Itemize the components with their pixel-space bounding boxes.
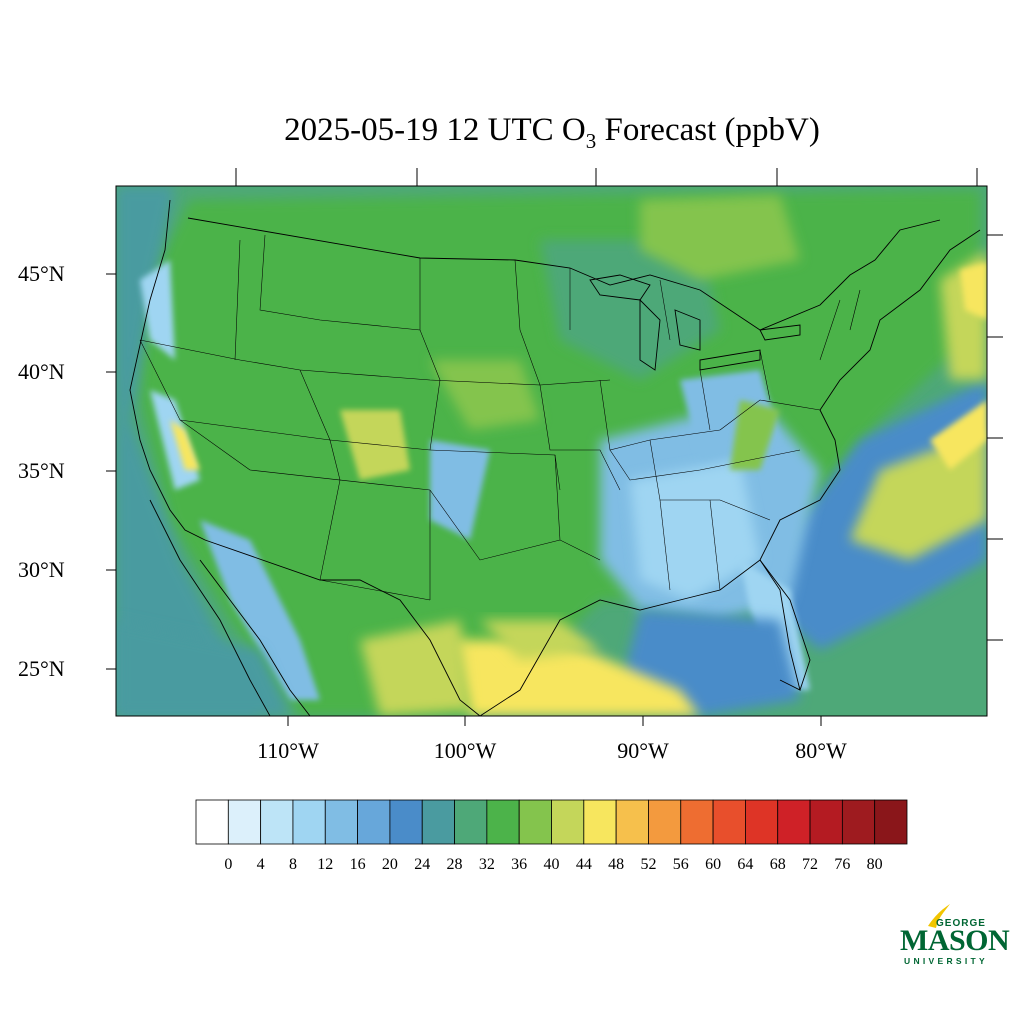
colorbar-tick-label: 60	[705, 856, 722, 873]
colorbar-swatch	[874, 799, 908, 845]
colorbar-tick-label: 40	[543, 856, 560, 873]
colorbar-swatch	[841, 799, 876, 845]
colorbar-tick-label: 4	[256, 856, 265, 873]
colorbar-tick-label: 76	[834, 856, 851, 873]
logo-university: UNIVERSITY	[904, 956, 989, 966]
colorbar-tick-label: 12	[317, 856, 334, 873]
colorbar-swatch	[357, 799, 391, 845]
colorbar-swatch	[389, 799, 423, 845]
colorbar	[195, 799, 908, 845]
lat-label-40: 40°N	[18, 359, 65, 384]
colorbar-tick-label: 32	[478, 856, 495, 873]
lat-label-35: 35°N	[18, 458, 65, 483]
colorbar-swatch	[615, 799, 649, 845]
colorbar-tick-label: 56	[672, 856, 689, 873]
lon-label-100: 100°W	[433, 738, 497, 763]
lat-label-30: 30°N	[18, 557, 65, 582]
colorbar-swatch	[486, 799, 520, 845]
lon-label-80: 80°W	[795, 738, 847, 763]
colorbar-swatch	[292, 799, 326, 845]
colorbar-tick-label: 8	[288, 856, 297, 873]
colorbar-tick-label: 0	[224, 856, 233, 873]
colorbar-tick-label: 44	[575, 856, 592, 873]
colorbar-swatch	[583, 799, 617, 845]
colorbar-swatch	[648, 799, 682, 845]
lat-label-45: 45°N	[18, 261, 65, 286]
logo-george: GEORGE	[936, 918, 986, 929]
colorbar-tick-label: 72	[802, 856, 819, 873]
ozone-field	[116, 186, 987, 716]
colorbar-tick-label: 68	[769, 856, 786, 873]
gmu-logo: GEORGE MASON UNIVERSITY	[898, 902, 1010, 972]
lat-label-25: 25°N	[18, 656, 65, 681]
colorbar-swatch	[227, 799, 262, 845]
colorbar-tick-label: 48	[608, 856, 625, 873]
colorbar-swatch	[260, 799, 294, 845]
colorbar-swatch	[195, 799, 229, 845]
colorbar-swatch	[712, 799, 746, 845]
map-title: 2025-05-19 12 UTC O3 Forecast (ppbV)	[284, 112, 820, 153]
colorbar-tick-label: 52	[640, 856, 657, 873]
colorbar-swatch	[518, 799, 552, 845]
colorbar-tick-label: 28	[446, 856, 463, 873]
colorbar-tick-label: 64	[737, 856, 754, 873]
colorbar-swatch	[421, 799, 455, 845]
logo-swoosh	[928, 904, 950, 928]
colorbar-swatch	[777, 799, 811, 845]
colorbar-swatch	[551, 799, 585, 845]
colorbar-swatch	[454, 799, 488, 845]
lon-label-90: 90°W	[617, 738, 669, 763]
lon-label-110: 110°W	[257, 738, 319, 763]
map-frame	[115, 185, 988, 717]
colorbar-swatch	[680, 799, 714, 845]
colorbar-tick-label: 24	[414, 856, 431, 873]
colorbar-swatch	[324, 799, 358, 845]
colorbar-tick-label: 16	[349, 856, 366, 873]
colorbar-tick-label: 20	[381, 856, 398, 873]
colorbar-swatch	[745, 799, 779, 845]
colorbar-tick-label: 80	[866, 856, 883, 873]
colorbar-tick-label: 36	[511, 856, 528, 873]
colorbar-swatch	[809, 799, 843, 845]
logo-mason: MASON	[900, 924, 1010, 957]
tick-marks	[106, 168, 1003, 726]
state-lines	[139, 234, 861, 601]
